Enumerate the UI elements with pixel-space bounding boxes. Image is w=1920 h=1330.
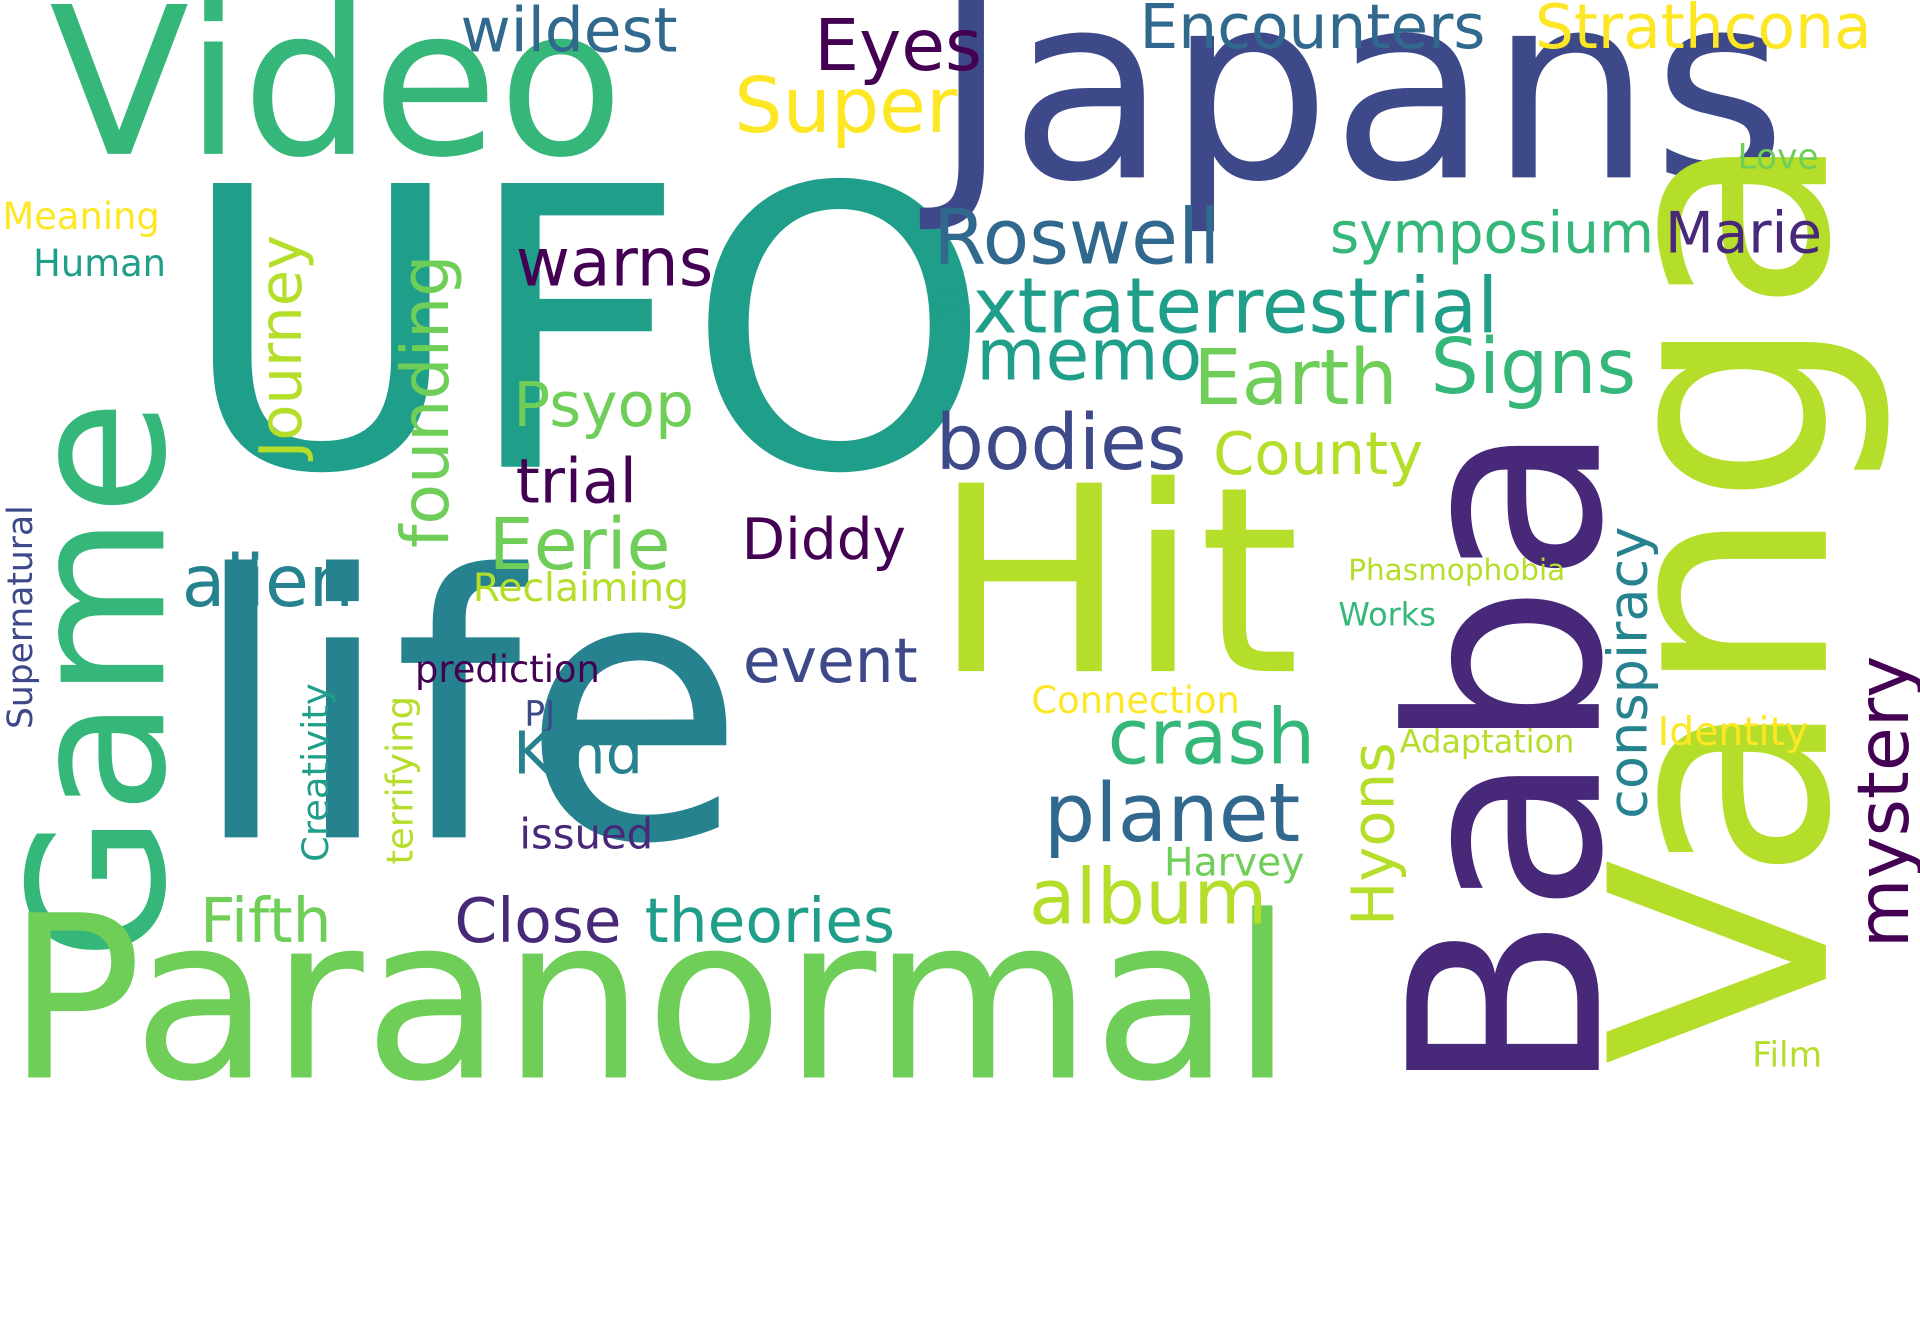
- word-psyop: Psyop: [513, 369, 695, 441]
- word-supernatural: Supernatural: [0, 505, 41, 729]
- word-album: album: [1028, 852, 1268, 943]
- word-super: Super: [734, 60, 958, 151]
- word-video: Video: [49, 0, 624, 204]
- word-terrifying: terrifying: [379, 695, 423, 865]
- word-ufo: UFO: [179, 105, 992, 560]
- word-event: event: [742, 625, 918, 697]
- word-connection: Connection: [1031, 679, 1240, 723]
- word-county: County: [1213, 419, 1424, 489]
- word-life: life: [190, 498, 746, 925]
- word-diddy: Diddy: [741, 506, 906, 573]
- word-kind: Kind: [513, 719, 644, 789]
- word-phasmophobia: Phasmophobia: [1348, 552, 1566, 588]
- word-eyes: Eyes: [814, 3, 983, 88]
- word-encounters: Encounters: [1139, 0, 1486, 63]
- word-mystery: mystery: [1841, 655, 1920, 949]
- word-human: Human: [33, 242, 167, 286]
- word-founding: founding: [386, 254, 465, 548]
- word-adaptation: Adaptation: [1399, 724, 1575, 762]
- word-journey: Journey: [246, 234, 316, 459]
- word-extraterrestrial: extraterrestrial: [927, 261, 1499, 351]
- word-japans: Japans: [933, 0, 1787, 239]
- word-creativity: Creativity: [294, 683, 338, 862]
- word-prediction: prediction: [415, 648, 600, 693]
- word-works: Works: [1338, 597, 1436, 635]
- word-trial: trial: [515, 445, 637, 518]
- word-marie: Marie: [1665, 199, 1823, 266]
- word-hit: Hit: [933, 430, 1300, 733]
- word-fifth: Fifth: [200, 885, 332, 957]
- word-conspiracy: conspiracy: [1597, 526, 1661, 819]
- word-earth: Earth: [1193, 332, 1398, 423]
- word-memo: memo: [976, 312, 1203, 397]
- word-identity: Identity: [1657, 708, 1809, 755]
- word-crash: crash: [1107, 692, 1316, 782]
- word-reclaiming: Reclaiming: [472, 563, 690, 611]
- word-planet: planet: [1043, 765, 1301, 861]
- word-love: Love: [1737, 136, 1819, 178]
- word-symposium: symposium: [1329, 199, 1655, 266]
- word-pj: PJ: [524, 693, 556, 734]
- word-wildest: wildest: [460, 0, 678, 67]
- word-warns: warns: [515, 224, 714, 302]
- word-signs: Signs: [1430, 321, 1637, 412]
- word-close: Close: [454, 885, 622, 957]
- word-paranormal: Paranormal: [6, 868, 1294, 1132]
- word-harvey: Harvey: [1164, 838, 1305, 886]
- word-alien: alien: [181, 539, 354, 624]
- word-bodies: bodies: [935, 397, 1187, 488]
- word-film: Film: [1752, 1034, 1823, 1076]
- word-eerie: Eerie: [488, 502, 671, 587]
- word-roswell: Roswell: [933, 192, 1221, 282]
- word-meaning: Meaning: [2, 195, 160, 239]
- word-strathcona: Strathcona: [1534, 0, 1872, 63]
- word-theories: theories: [644, 885, 896, 957]
- word-issued: issued: [519, 810, 654, 860]
- word-hyons: Hyons: [1339, 742, 1409, 927]
